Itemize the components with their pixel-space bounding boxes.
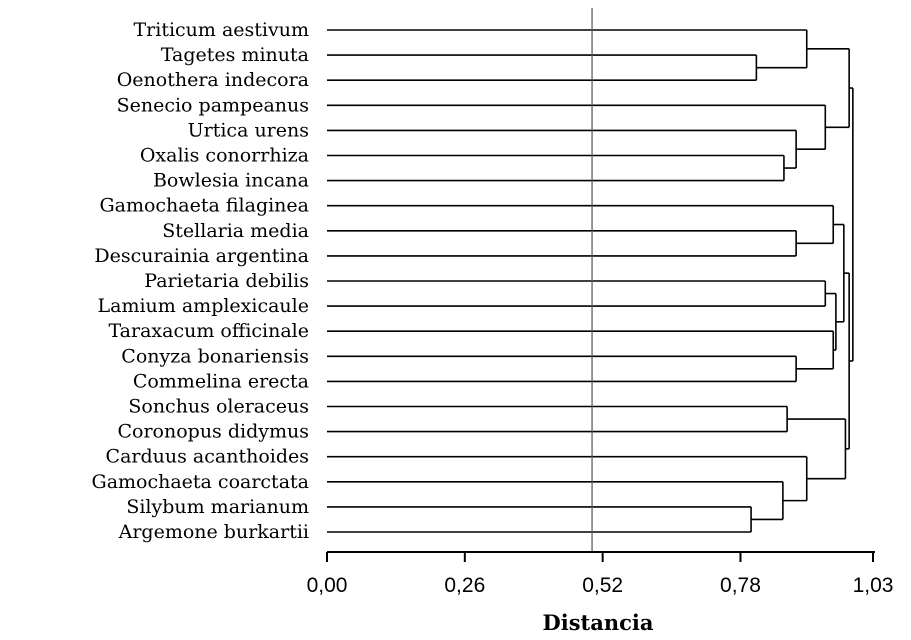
leaf-label: Stellaria media — [162, 220, 309, 242]
leaf-label: Taraxacum officinale — [108, 320, 309, 342]
leaf-label: Triticum aestivum — [134, 19, 310, 41]
leaf-label: Gamochaeta filaginea — [99, 195, 309, 217]
x-tick-label: 1,03 — [853, 574, 894, 597]
leaf-label: Oxalis conorrhiza — [140, 145, 309, 167]
leaf-label: Parietaria debilis — [144, 270, 309, 292]
dendrogram-branches — [327, 29, 854, 533]
x-tick-label: 0,52 — [582, 574, 623, 597]
x-axis: 0,00 0,26 0,52 0,78 1,03 — [307, 551, 894, 597]
leaf-label: Oenothera indecora — [117, 69, 309, 91]
leaf-label: Sonchus oleraceus — [128, 396, 309, 418]
leaf-label: Carduus acanthoides — [106, 446, 309, 468]
leaf-label: Bowlesia incana — [153, 170, 309, 192]
leaf-label: Lamium amplexicaule — [98, 295, 309, 317]
x-axis-title: Distancia — [543, 610, 654, 635]
leaf-labels: Triticum aestivum Tagetes minuta Oenothera… — [92, 19, 309, 543]
x-tick-label: 0,26 — [444, 574, 485, 597]
leaf-label: Descurainia argentina — [94, 245, 309, 267]
leaf-label: Conyza bonariensis — [121, 345, 309, 367]
leaf-label: Silybum marianum — [126, 496, 309, 518]
leaf-label: Tagetes minuta — [161, 44, 309, 66]
leaf-label: Coronopus didymus — [117, 421, 309, 443]
x-tick-label: 0,78 — [720, 574, 761, 597]
leaf-label: Argemone burkartii — [118, 521, 309, 543]
leaf-label: Gamochaeta coarctata — [92, 471, 309, 493]
leaf-label: Urtica urens — [188, 119, 309, 141]
leaf-label: Senecio pampeanus — [117, 94, 309, 116]
x-tick-label: 0,00 — [307, 574, 348, 597]
leaf-label: Commelina erecta — [133, 370, 309, 392]
